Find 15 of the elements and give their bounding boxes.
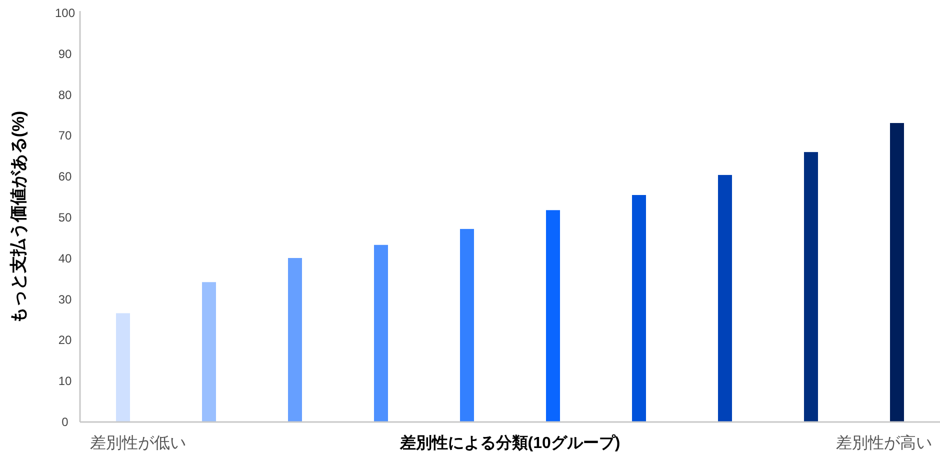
y-tick-label: 40 xyxy=(58,251,72,266)
y-tick-label: 70 xyxy=(58,128,72,143)
y-tick-label: 0 xyxy=(62,415,69,429)
y-tick-label: 60 xyxy=(58,170,72,184)
y-tick-label: 80 xyxy=(58,88,72,102)
y-tick-label: 50 xyxy=(58,210,72,224)
text: 差別性が高い xyxy=(836,434,932,452)
y-axis-title: もっと支払う価値がある(%) xyxy=(9,110,28,324)
text: 差別性が低い xyxy=(90,434,186,452)
y-tick-label: 10 xyxy=(58,374,72,388)
y-tick-label: 30 xyxy=(58,292,72,306)
x-axis-title: 差別性による分類(10グループ) xyxy=(398,434,620,452)
y-tick-label: 20 xyxy=(58,333,72,348)
y-tick-label: 100 xyxy=(54,6,76,20)
y-tick-label: 90 xyxy=(58,46,72,61)
